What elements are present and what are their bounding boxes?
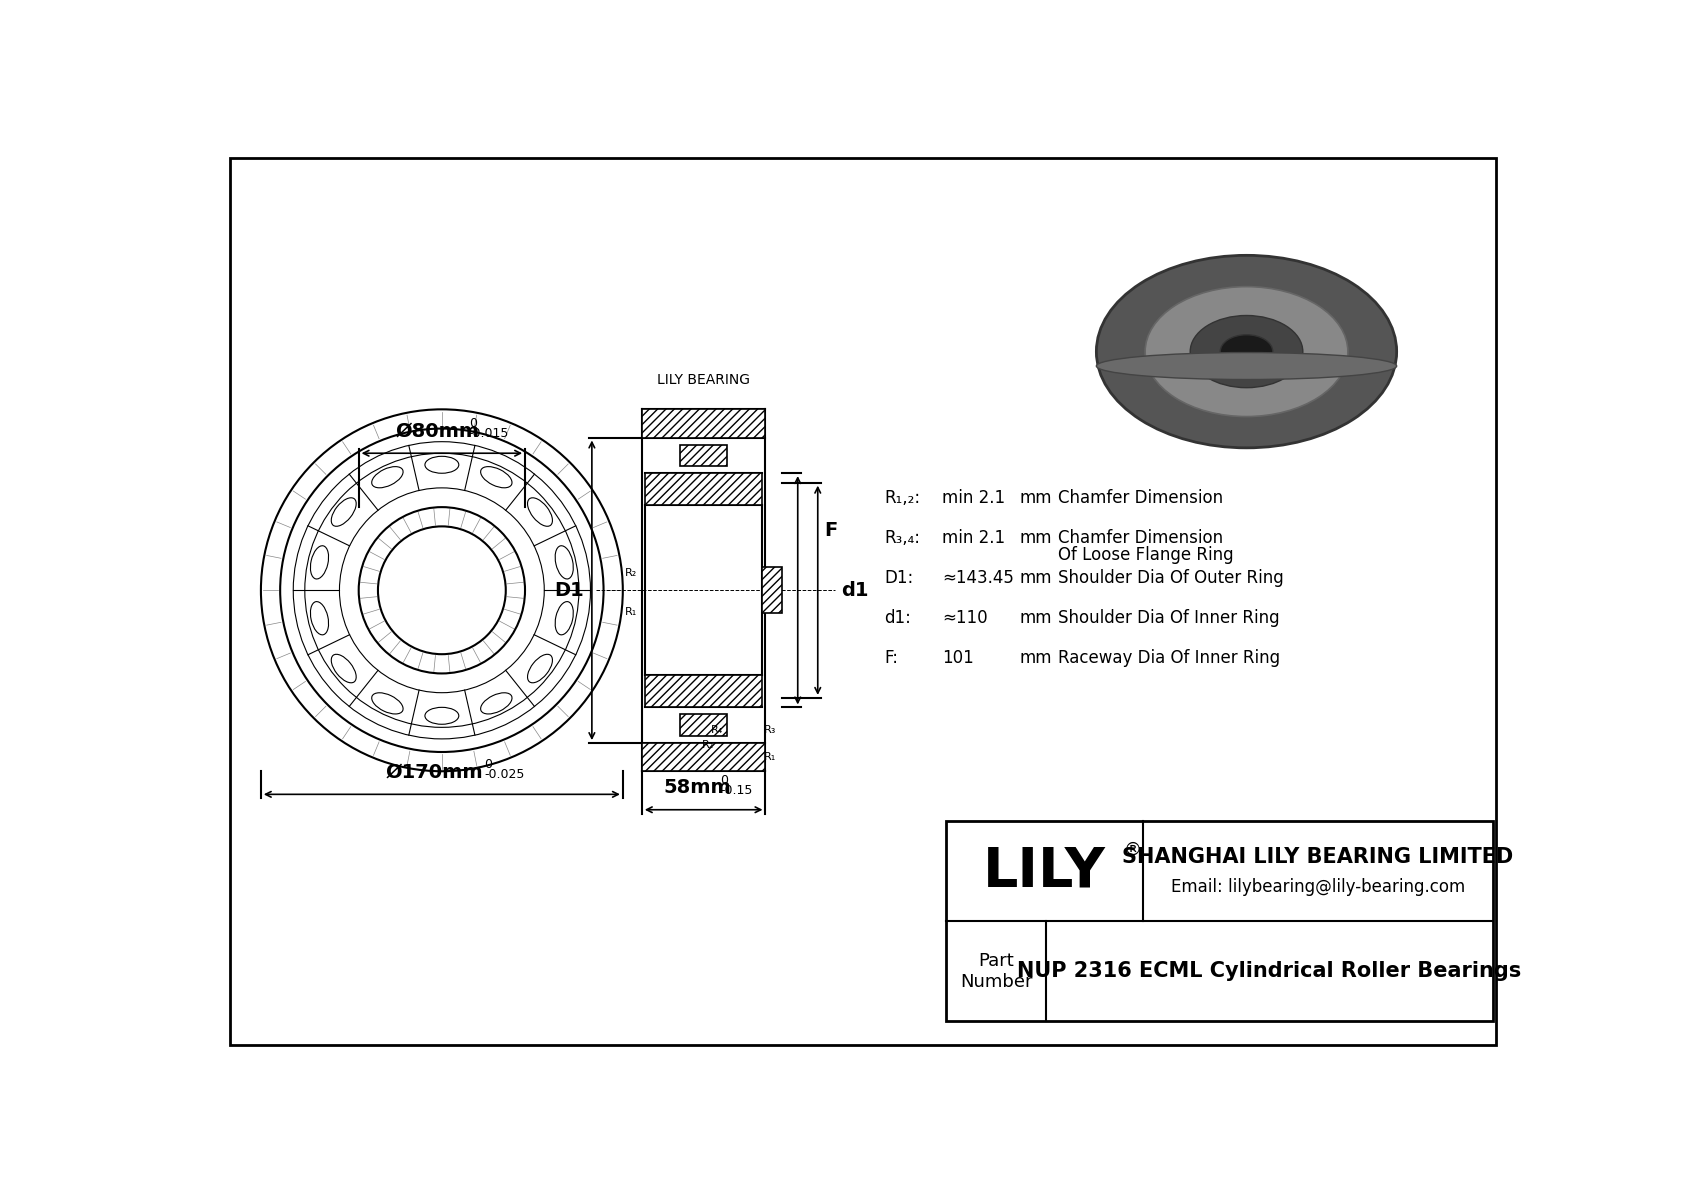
- Text: D1: D1: [554, 581, 584, 600]
- Text: NUP 2316 ECML Cylindrical Roller Bearings: NUP 2316 ECML Cylindrical Roller Bearing…: [1017, 961, 1522, 981]
- Text: mm: mm: [1019, 529, 1052, 547]
- Text: 0: 0: [721, 774, 729, 786]
- Ellipse shape: [1096, 255, 1396, 448]
- Text: mm: mm: [1019, 569, 1052, 587]
- Text: ≈143.45: ≈143.45: [943, 569, 1014, 587]
- Bar: [680, 715, 727, 736]
- Text: d1:: d1:: [884, 609, 911, 626]
- Text: F:: F:: [884, 649, 899, 667]
- Text: R₁: R₁: [765, 752, 776, 762]
- Bar: [680, 444, 727, 466]
- Text: Ø170mm: Ø170mm: [386, 763, 483, 782]
- Text: 58mm: 58mm: [663, 779, 731, 798]
- Bar: [642, 410, 766, 437]
- Text: Shoulder Dia Of Outer Ring: Shoulder Dia Of Outer Ring: [1058, 569, 1283, 587]
- Text: F: F: [823, 520, 837, 540]
- Ellipse shape: [424, 707, 458, 724]
- Text: 0: 0: [468, 417, 477, 430]
- Ellipse shape: [332, 654, 357, 682]
- Ellipse shape: [556, 545, 573, 579]
- Ellipse shape: [310, 545, 328, 579]
- Bar: [645, 675, 763, 707]
- Text: R₁: R₁: [625, 607, 637, 617]
- Text: Chamfer Dimension: Chamfer Dimension: [1058, 488, 1223, 507]
- Text: mm: mm: [1019, 488, 1052, 507]
- Text: 101: 101: [943, 649, 973, 667]
- Bar: [642, 743, 766, 772]
- Ellipse shape: [1145, 287, 1347, 417]
- Text: 0: 0: [485, 759, 492, 772]
- Text: R₂: R₂: [625, 568, 637, 579]
- Text: Part
Number: Part Number: [960, 952, 1032, 991]
- Ellipse shape: [1096, 353, 1396, 380]
- Ellipse shape: [527, 654, 552, 682]
- Ellipse shape: [556, 601, 573, 635]
- Text: R₂: R₂: [701, 740, 714, 749]
- Ellipse shape: [372, 693, 402, 713]
- Text: R₃,₄:: R₃,₄:: [884, 529, 921, 547]
- Text: R₁,₂:: R₁,₂:: [884, 488, 921, 507]
- Text: mm: mm: [1019, 649, 1052, 667]
- Text: Email: lilybearing@lily-bearing.com: Email: lilybearing@lily-bearing.com: [1170, 878, 1465, 896]
- Text: min 2.1: min 2.1: [943, 488, 1005, 507]
- Text: -0.15: -0.15: [721, 784, 753, 797]
- Text: Shoulder Dia Of Inner Ring: Shoulder Dia Of Inner Ring: [1058, 609, 1280, 626]
- Text: Raceway Dia Of Inner Ring: Raceway Dia Of Inner Ring: [1058, 649, 1280, 667]
- Text: D1:: D1:: [884, 569, 914, 587]
- Bar: [763, 567, 783, 613]
- Text: ®: ®: [1123, 841, 1142, 859]
- Bar: [645, 473, 763, 505]
- Text: Chamfer Dimension: Chamfer Dimension: [1058, 529, 1223, 547]
- Text: R₃: R₃: [765, 725, 776, 735]
- Ellipse shape: [332, 498, 357, 526]
- Text: Ø80mm: Ø80mm: [396, 422, 480, 441]
- Ellipse shape: [372, 467, 402, 488]
- Text: Of Loose Flange Ring: Of Loose Flange Ring: [1058, 545, 1233, 563]
- Text: mm: mm: [1019, 609, 1052, 626]
- Text: SHANGHAI LILY BEARING LIMITED: SHANGHAI LILY BEARING LIMITED: [1122, 848, 1514, 867]
- Text: R₄: R₄: [711, 725, 724, 735]
- Text: d1: d1: [840, 581, 869, 600]
- Ellipse shape: [310, 601, 328, 635]
- Ellipse shape: [424, 456, 458, 473]
- Text: min 2.1: min 2.1: [943, 529, 1005, 547]
- Ellipse shape: [480, 467, 512, 488]
- Ellipse shape: [1221, 335, 1273, 368]
- Text: -0.025: -0.025: [485, 768, 525, 781]
- Ellipse shape: [527, 498, 552, 526]
- Text: LILY: LILY: [982, 844, 1105, 898]
- Bar: [946, 822, 1494, 1022]
- Ellipse shape: [480, 693, 512, 713]
- Text: LILY BEARING: LILY BEARING: [657, 373, 749, 387]
- Text: -0.015: -0.015: [468, 428, 509, 441]
- Ellipse shape: [1191, 316, 1303, 388]
- Text: ≈110: ≈110: [943, 609, 989, 626]
